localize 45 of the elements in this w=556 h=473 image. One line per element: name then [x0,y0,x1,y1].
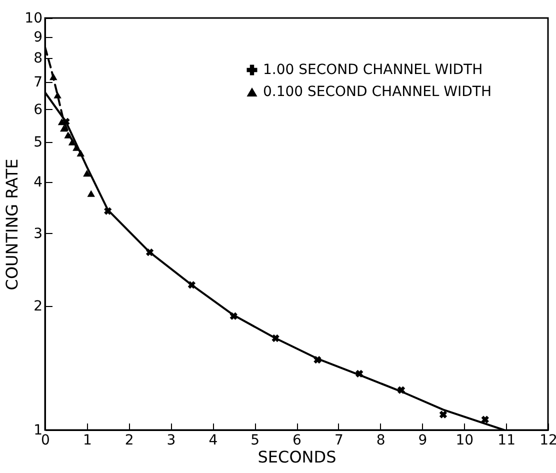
x-tick-label: 8 [376,432,386,448]
point [50,73,58,80]
x-tick-label: 5 [250,432,260,448]
x-tick-label: 0 [41,432,50,448]
y-tick-label: 10 [24,10,42,26]
x-tick-label: 1 [82,432,92,448]
y-tick-label: 7 [34,74,42,90]
point [439,410,448,418]
point [64,132,72,138]
y-axis-title: COUNTING RATE [2,158,22,290]
y-tick-label: 5 [34,134,42,151]
point [481,416,489,424]
point [104,207,112,215]
x-tick-label: 9 [418,432,428,448]
point [87,190,95,197]
y-tick-label: 2 [34,298,42,314]
point [68,138,76,146]
point [314,356,322,364]
x-tick-label: 4 [208,432,218,448]
x-tick-label: 11 [498,432,516,448]
point [83,170,91,177]
point [76,150,84,156]
y-tick-label: 9 [34,29,42,46]
point [230,312,238,320]
x-tick-label: 7 [334,432,344,448]
y-tick-label: 4 [34,174,43,190]
legend-label: 0.100 SECOND CHANNEL WIDTH [263,84,492,100]
point [146,248,154,256]
point [356,370,364,378]
x-tick-label: 2 [124,432,134,448]
point [54,92,62,98]
point [60,124,68,132]
x-tick-label: 12 [540,432,556,448]
y-tick-label: 6 [34,102,43,118]
x-tick-label: 10 [456,432,474,448]
y-tick-label: 3 [34,226,42,242]
legend-label: 1.00 SECOND CHANNEL WIDTH [263,62,483,78]
y-tick-label: 1 [34,422,42,438]
y-tick-label: 8 [34,50,42,66]
point [397,386,406,394]
x-axis-title: SECONDS [258,448,336,466]
point [272,334,280,342]
x-tick-label: 3 [166,432,176,448]
x-tick-label: 6 [292,432,302,448]
point [188,281,196,289]
